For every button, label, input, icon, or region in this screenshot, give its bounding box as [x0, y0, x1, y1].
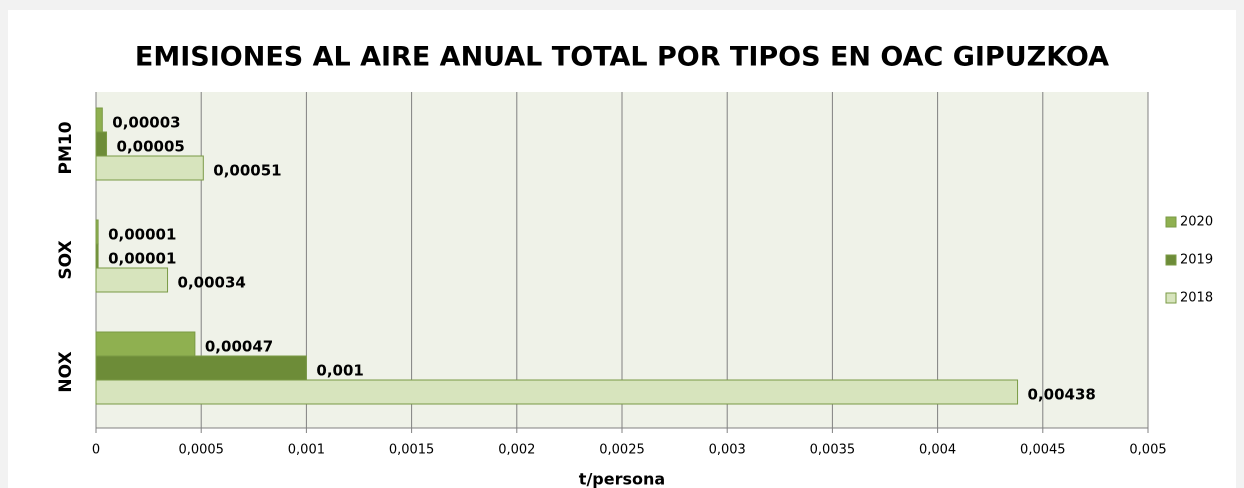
legend-label: 2019	[1180, 253, 1213, 268]
bar	[95, 355, 307, 381]
bar	[95, 131, 108, 157]
legend-swatch	[1165, 254, 1177, 266]
x-axis-title: t/persona	[579, 470, 665, 488]
x-tick-label: 0,003	[709, 443, 746, 458]
x-tick-label: 0,005	[1129, 443, 1166, 458]
value-label: 0,00003	[112, 114, 180, 132]
y-tick-label: NOX	[56, 351, 76, 392]
bar	[95, 219, 99, 245]
value-label: 0,00051	[213, 162, 281, 180]
x-tick-label: 0	[92, 443, 100, 458]
value-label: 0,00001	[108, 226, 176, 244]
y-tick-label: PM10	[56, 121, 76, 174]
x-tick-label: 0,0015	[389, 443, 435, 458]
x-tick-label: 0,0005	[178, 443, 224, 458]
legend-label: 2018	[1180, 291, 1213, 306]
x-tick-label: 0,0035	[810, 443, 856, 458]
value-label: 0,00438	[1028, 386, 1096, 404]
y-tick-label: SOX	[56, 240, 76, 279]
value-label: 0,00034	[178, 274, 246, 292]
value-label: 0,00005	[117, 138, 185, 156]
x-tick-label: 0,002	[498, 443, 535, 458]
value-label: 0,00047	[205, 338, 273, 356]
bar	[95, 331, 196, 357]
bar	[95, 107, 103, 133]
legend-swatch	[1165, 216, 1177, 228]
bar	[95, 379, 1019, 405]
bar	[95, 155, 204, 181]
bar	[95, 243, 99, 269]
value-label: 0,00001	[108, 250, 176, 268]
x-tick-label: 0,001	[288, 443, 325, 458]
x-tick-label: 0,004	[919, 443, 956, 458]
bar	[95, 267, 169, 293]
value-label: 0,001	[316, 362, 363, 380]
legend-swatch	[1165, 292, 1177, 304]
x-tick-label: 0,0025	[599, 443, 645, 458]
x-tick-label: 0,0045	[1020, 443, 1066, 458]
chart-title: EMISIONES AL AIRE ANUAL TOTAL POR TIPOS …	[135, 42, 1109, 73]
legend-label: 2020	[1180, 215, 1213, 230]
